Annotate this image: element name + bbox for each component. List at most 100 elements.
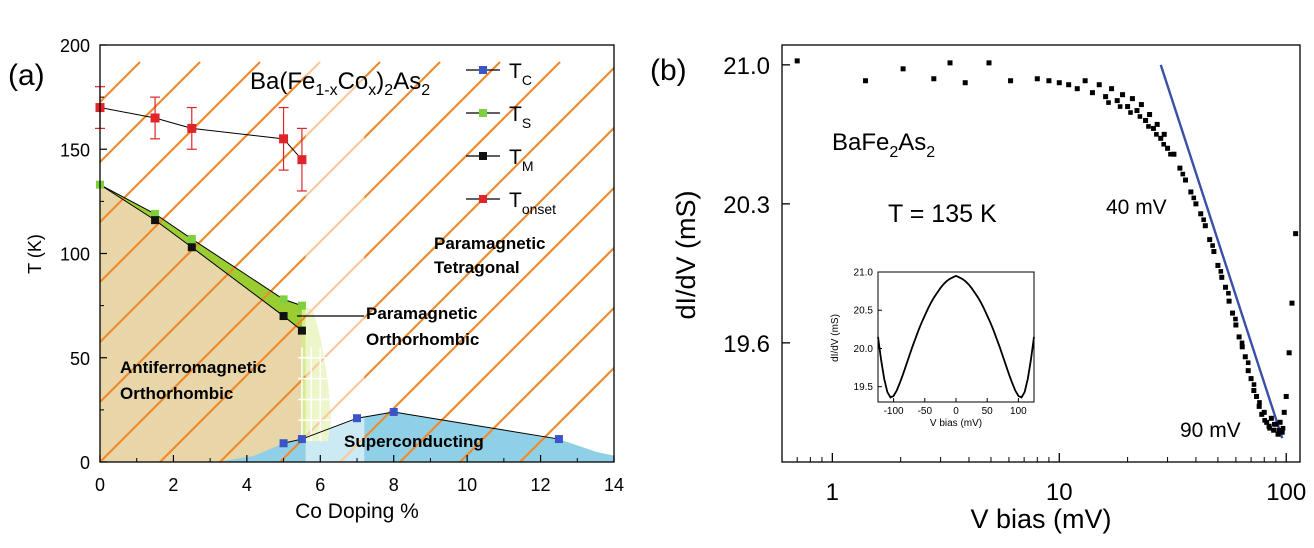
ts-point: [279, 295, 288, 304]
panel-a-x-tick-label: 10: [457, 475, 477, 495]
data-point: [1103, 94, 1109, 100]
data-point: [1210, 243, 1215, 248]
data-point: [1180, 171, 1186, 177]
legend-marker-tm: [479, 152, 487, 160]
data-point: [1117, 104, 1123, 109]
data-point: [1236, 334, 1242, 340]
data-point: [1251, 388, 1257, 394]
data-point: [1143, 117, 1149, 123]
data-point: [1089, 90, 1095, 96]
data-point: [1275, 431, 1281, 437]
data-point: [1188, 189, 1194, 195]
inset-x-axis-label: V bias (mV): [930, 418, 982, 429]
inset-x-tick-label: -100: [884, 406, 904, 417]
data-point: [1177, 165, 1183, 171]
panel-a-phase-diagram: 0 2 4 6 8 10 12 14 0 50 100 150 200 (a) Ba(Fe1-xCox)…: [0, 36, 624, 523]
data-point: [1114, 98, 1120, 104]
data-point: [1150, 125, 1156, 131]
data-point: [1202, 223, 1208, 229]
inset-frame: [877, 271, 1035, 403]
data-point: [1183, 177, 1189, 183]
data-point: [1226, 290, 1231, 296]
sparse-data-point: [863, 78, 869, 84]
ts-point: [297, 301, 306, 310]
data-point: [1280, 425, 1286, 431]
data-point: [1248, 376, 1254, 382]
inset-x-tick-label: 50: [982, 406, 994, 417]
region-label-superconducting: Superconducting: [344, 432, 484, 451]
data-point: [1074, 86, 1080, 92]
hatch-line: [0, 62, 20, 462]
tonset-point: [297, 155, 307, 165]
panel-b-conductance: 1 10 100 19.6 20.3 21.0 (b) BaFe2As2 T = 135 …: [650, 44, 1306, 534]
data-point: [1147, 112, 1153, 117]
hatch-line: [219, 66, 614, 462]
tm-point: [297, 326, 306, 335]
data-point: [1230, 310, 1236, 316]
data-point: [1168, 151, 1173, 157]
panel-a-x-tick-label: 2: [168, 475, 178, 495]
data-point: [1125, 104, 1131, 110]
hatch-line: [459, 306, 614, 462]
region-label-pm-orthorhombic-1: Paramagnetic: [366, 304, 478, 323]
data-point: [1289, 300, 1295, 306]
panel-a-x-tick-label: 0: [95, 475, 105, 495]
hatch-line: [339, 186, 614, 462]
data-point: [1286, 350, 1292, 356]
data-point: [1276, 427, 1282, 433]
panel-a-y-tick-label: 150: [60, 140, 90, 160]
panel-a-x-tick-label: 4: [242, 475, 252, 495]
panel-a-x-tick-label: 14: [604, 475, 624, 495]
inset-x-tick-label: 100: [1010, 406, 1027, 417]
data-point: [1222, 284, 1228, 290]
panel-a-legend: TC TS TM Tonset: [466, 60, 556, 217]
data-point: [1106, 100, 1111, 105]
tm-point: [279, 312, 288, 321]
fit-line: [1159, 64, 1284, 439]
inset-y-axis-label: dI/dV (mS): [830, 314, 841, 362]
data-point: [1158, 135, 1164, 141]
panel-a-x-tick-label: 12: [531, 475, 551, 495]
sparse-data-point: [962, 80, 968, 86]
legend-label-tonset: Tonset: [509, 189, 556, 217]
data-point: [1254, 393, 1260, 399]
panel-a-y-tick-label: 100: [60, 245, 90, 265]
data-point: [1279, 429, 1285, 435]
data-point: [1201, 217, 1206, 223]
hatch-line: [399, 246, 614, 462]
inset-y-tick-label: 21.0: [854, 268, 874, 279]
data-point: [1207, 237, 1213, 243]
panel-a-label: (a): [8, 59, 45, 92]
data-point: [1245, 368, 1251, 374]
data-point: [1082, 78, 1088, 84]
tm-point: [151, 216, 160, 225]
data-point: [1137, 114, 1143, 119]
data-point: [1293, 231, 1299, 237]
legend-marker-tonset: [479, 195, 487, 203]
compound-label: BaFe2As2: [832, 129, 935, 161]
tonset-point: [150, 113, 160, 123]
legend-label-ts: TS: [509, 103, 531, 131]
data-point: [1211, 249, 1217, 255]
afm-region-fill: [100, 184, 302, 462]
data-point: [1120, 92, 1126, 98]
data-point: [1165, 145, 1171, 151]
panel-a-title: Ba(Fe1-xCox)2As2: [250, 68, 430, 99]
data-point: [1277, 419, 1283, 425]
tonset-point: [187, 123, 197, 133]
data-point: [1128, 110, 1133, 115]
panel-b-y-tick-label: 21.0: [723, 53, 770, 80]
inset-y-tick-label: 20.0: [854, 344, 874, 355]
panel-a-y-tick-label: 200: [60, 36, 90, 56]
data-point: [1096, 82, 1102, 88]
tc-point: [279, 439, 288, 448]
inset-plot: -100 -50 0 50 100 19.5 20.0 20.5 21.0 V bias (mV…: [830, 268, 1035, 429]
hatch-line: [100, 61, 201, 164]
hatch-line: [519, 366, 614, 462]
data-point: [1066, 82, 1072, 88]
region-label-afm-orthorhombic-1: Antiferromagnetic: [120, 358, 266, 377]
inset-curve: [877, 274, 1035, 399]
tc-point: [554, 435, 563, 444]
data-point: [1261, 409, 1267, 415]
